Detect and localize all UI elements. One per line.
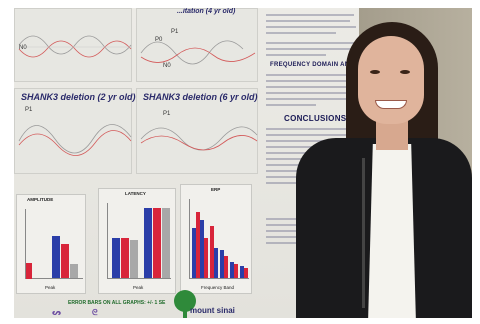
bar: [153, 208, 161, 278]
bar: [70, 264, 78, 278]
panel-title: SHANK3 deletion (2 yr old): [21, 92, 136, 102]
bar: [130, 240, 138, 278]
chart-xlabel: Peak: [45, 285, 56, 290]
bar: [210, 226, 214, 278]
panel-title: SHANK3 deletion (6 yr old): [143, 92, 258, 102]
panel-title: ...itation (4 yr old): [177, 8, 236, 15]
chart-xlabel: Frequency Band: [201, 285, 235, 290]
waveform-panel-1: N0: [14, 8, 132, 82]
waveform-label: P1: [25, 107, 33, 113]
waveform-label: N0: [163, 63, 171, 69]
bar: [192, 228, 196, 278]
white-shirt: [368, 144, 416, 318]
bar: [240, 266, 244, 278]
research-poster: N0 ...itation (4 yr old) P1 P0 N0 SHANK3…: [14, 8, 374, 318]
waveform-label: P0: [155, 37, 163, 43]
bar: [220, 250, 224, 278]
bar: [214, 248, 218, 278]
institution-logo-text: mount sinai: [190, 306, 235, 315]
waveform-plot: [18, 35, 132, 58]
presenter: [286, 8, 472, 318]
bar: [230, 262, 234, 278]
bar: [144, 208, 152, 278]
waveform-panel-3: SHANK3 deletion (2 yr old) P1: [14, 88, 136, 174]
chart-xlabel: Peak: [133, 285, 144, 290]
chart-title: LATENCY: [125, 191, 146, 196]
waveform-plot: [140, 40, 256, 65]
bar: [61, 244, 69, 278]
chart-title: ERP: [211, 187, 221, 192]
section-heading-frequency: FREQUENCY DOMAIN ANALYSES: [270, 62, 375, 68]
face: [358, 36, 424, 124]
bar: [196, 212, 200, 278]
left-eye: [370, 70, 380, 74]
waveform-plot: [140, 126, 258, 151]
section-heading-conclusions: CONCLUSIONS: [284, 114, 347, 123]
lanyard: [362, 158, 365, 308]
waveform-panel-4: SHANK3 deletion (6 yr old) P1: [136, 88, 258, 174]
latency-chart: LATENCY Peak: [98, 188, 176, 294]
waveform-label: P1: [171, 29, 179, 35]
error-bars-note: ERROR BARS ON ALL GRAPHS: +/- 1 SE: [68, 300, 166, 306]
bar: [52, 236, 60, 278]
waveform-label: N0: [19, 45, 27, 51]
bar: [234, 264, 238, 278]
waveform-plot: [18, 124, 132, 156]
bar: [224, 256, 228, 278]
bar: [204, 238, 208, 278]
amplitude-chart: AMPLITUDE Peak: [16, 194, 86, 294]
bar: [26, 263, 32, 279]
bar: [244, 268, 248, 278]
logo-swirl-left: ᔕ: [52, 308, 62, 317]
bar: [112, 238, 120, 278]
smile: [375, 100, 407, 109]
bar: [162, 208, 170, 278]
tree-logo-icon: [174, 290, 196, 312]
right-eye: [400, 70, 410, 74]
photo: N0 ...itation (4 yr old) P1 P0 N0 SHANK3…: [14, 8, 472, 318]
frequency-chart: ERP Frequency Band: [180, 184, 252, 294]
waveform-label: P1: [163, 111, 171, 117]
bar: [121, 238, 129, 278]
logo-swirl-right: ᘓ: [92, 308, 98, 317]
bar: [200, 220, 204, 278]
waveform-panel-2: ...itation (4 yr old) P1 P0 N0: [136, 8, 258, 82]
chart-title: AMPLITUDE: [27, 197, 54, 202]
